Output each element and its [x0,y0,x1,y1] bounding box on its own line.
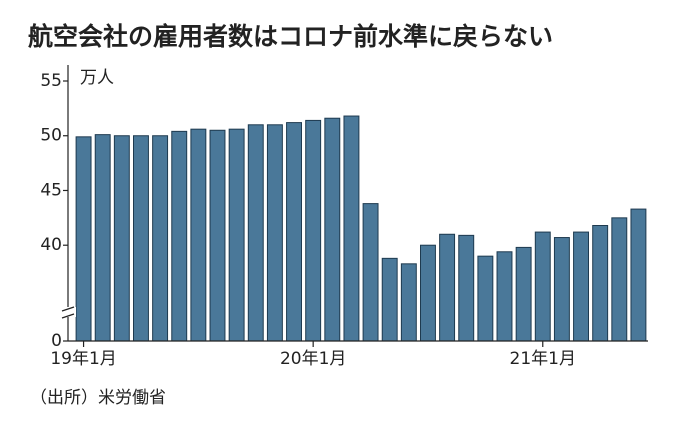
bar [190,128,207,342]
y-tick-label: 0 [51,331,62,351]
chart-title: 航空会社の雇用者数はコロナ前水準に戻らない [28,22,553,51]
y-tick-label: 45 [40,180,62,200]
axis-break-gap [60,307,76,317]
bar [477,255,494,342]
axis-break [61,313,75,319]
bar [573,231,589,342]
y-axis-label: 万人 [80,68,114,88]
bar [343,115,360,342]
source: （出所）米労働省 [30,388,166,408]
bar [247,124,264,342]
bar [286,122,302,342]
x-tick-label: 20年1月 [280,349,346,369]
x-tick-label: 19年1月 [50,349,116,369]
x-tick-label: 21年1月 [510,349,576,369]
axis-break [61,306,75,312]
bar [152,135,169,342]
bar [630,208,647,342]
bar [75,136,92,342]
bar [362,203,379,342]
bar [611,217,628,342]
bar [515,246,532,342]
bar [266,124,283,342]
bar [228,128,245,342]
bar [439,233,456,342]
bar [534,231,551,342]
bar [209,129,226,342]
bar [400,263,417,342]
bar [94,134,111,342]
bar [592,225,609,342]
bar [553,237,570,342]
bar [496,251,513,342]
bar [171,130,188,342]
y-tick-label: 40 [40,235,62,255]
bar [458,234,475,342]
bar [133,135,149,342]
bar [305,119,322,342]
bar [420,244,436,342]
y-tick-label: 50 [40,126,62,146]
bar [381,257,398,342]
bar [324,117,341,342]
y-tick-label: 55 [40,71,62,91]
bar [113,135,130,342]
